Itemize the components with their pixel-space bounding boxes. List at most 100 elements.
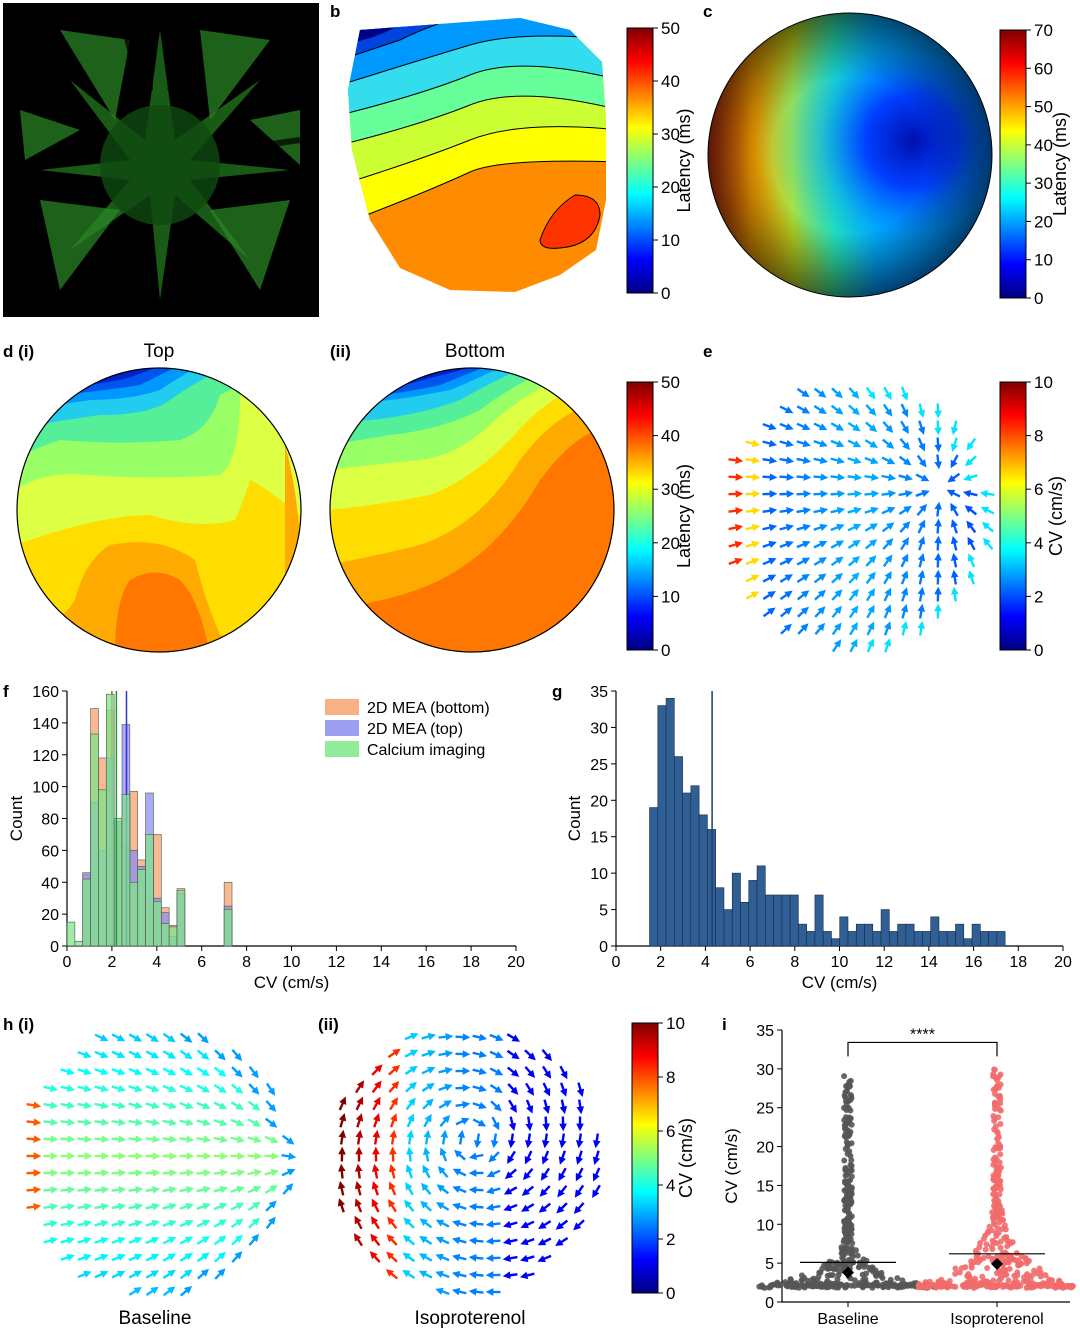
vector-arrow (77, 1186, 93, 1194)
vector-arrow (247, 1118, 262, 1127)
vector-arrow (883, 638, 892, 653)
y-tick-label: 140 (32, 716, 59, 733)
vector-arrow (525, 1082, 535, 1096)
bar-2 (176, 889, 186, 947)
vector-arrow (831, 639, 842, 653)
data-point (840, 1257, 847, 1264)
vector-arrow (371, 1080, 382, 1094)
panel-letter-b: b (330, 2, 340, 21)
vector-arrow (473, 1133, 482, 1149)
colorbar-tick-label: 0 (1034, 641, 1043, 660)
data-point (979, 1273, 986, 1280)
vector-arrow (745, 456, 761, 465)
x-tick-label: 14 (920, 954, 938, 971)
vector-arrow (389, 1129, 398, 1145)
vector-arrow (26, 1186, 42, 1194)
data-point (860, 1256, 867, 1263)
data-point (995, 1074, 1002, 1081)
vector-arrow (865, 421, 878, 433)
x-tick-label: 8 (242, 954, 251, 971)
vector-arrow (728, 557, 743, 566)
vector-arrow (542, 1099, 551, 1114)
vector-arrow (745, 523, 761, 532)
vector-arrow (779, 557, 794, 566)
vector-arrow (231, 1066, 243, 1078)
vector-arrow (455, 1084, 471, 1092)
vector-arrow (264, 1117, 278, 1128)
vector-arrow (762, 607, 776, 618)
vector-arrow (162, 1118, 178, 1127)
data-point (968, 1258, 975, 1265)
vector-arrow (94, 1135, 110, 1143)
vector-arrow (830, 556, 844, 567)
vector-arrow (265, 1200, 277, 1212)
legend-label: 2D MEA (bottom) (367, 700, 490, 717)
bar (880, 909, 890, 947)
vector-arrow (179, 1269, 193, 1280)
vector-arrow (94, 1050, 109, 1059)
vector-arrow (128, 1202, 144, 1211)
vector-arrow (490, 1100, 502, 1112)
vector-arrow (468, 1220, 484, 1228)
vector-arrow (179, 1135, 195, 1144)
vector-arrow (281, 1152, 297, 1161)
vector-arrow (779, 590, 793, 601)
data-point (952, 1270, 959, 1277)
vector-arrow (94, 1084, 110, 1093)
data-point (849, 1253, 856, 1260)
bar (698, 814, 708, 947)
x-tick-label: 6 (746, 954, 755, 971)
vector-arrow (934, 420, 942, 436)
bar (822, 931, 832, 947)
vector-arrow (814, 606, 826, 618)
data-point (996, 1106, 1003, 1113)
vector-arrow (162, 1253, 177, 1262)
bar-2 (74, 940, 84, 947)
y-tick-label: 15 (590, 830, 608, 847)
vector-arrow (264, 1185, 278, 1194)
y-tick-label: 0 (765, 1295, 774, 1312)
vector-arrow (60, 1219, 76, 1228)
data-point (842, 1130, 849, 1137)
vector-arrow (405, 1181, 414, 1196)
vector-arrow (797, 623, 809, 635)
vector-arrow (813, 405, 827, 415)
vector-arrow (538, 1220, 552, 1229)
vector-arrow (451, 1236, 467, 1245)
vector-arrow (847, 456, 862, 465)
colorbar-tick-label: 0 (1034, 289, 1043, 308)
vector-arrow (814, 622, 826, 635)
data-point (842, 1178, 849, 1185)
data-point (992, 1123, 999, 1130)
data-point (1003, 1271, 1010, 1278)
vector-arrow (145, 1118, 161, 1127)
data-point (874, 1282, 881, 1289)
bar (897, 923, 907, 947)
colorbar-tick-label: 10 (661, 231, 680, 250)
vector-arrow (128, 1101, 144, 1110)
data-point (997, 1244, 1004, 1251)
colorbar-tick-label: 8 (1034, 427, 1043, 446)
vector-arrow (247, 1168, 263, 1177)
vector-arrow (354, 1180, 363, 1196)
vector-arrow (162, 1067, 177, 1076)
data-point (991, 1117, 998, 1124)
vector-arrow (848, 404, 860, 416)
data-point (848, 1282, 855, 1289)
data-point (1000, 1217, 1007, 1224)
vector-arrow (520, 1203, 535, 1212)
y-tick-label: 5 (765, 1256, 774, 1273)
vector-arrow (128, 1135, 144, 1143)
vector-arrow (94, 1067, 109, 1076)
bar-2 (129, 881, 139, 947)
vector-arrow (881, 506, 896, 515)
bar (938, 931, 948, 947)
vector-arrow (451, 1287, 467, 1296)
vector-arrow (230, 1118, 245, 1127)
data-point (859, 1284, 866, 1291)
panel-a-image (3, 3, 319, 317)
vector-arrow (214, 1251, 227, 1263)
vector-arrow (264, 1168, 280, 1177)
data-point (869, 1264, 876, 1271)
vector-arrow (813, 456, 829, 465)
